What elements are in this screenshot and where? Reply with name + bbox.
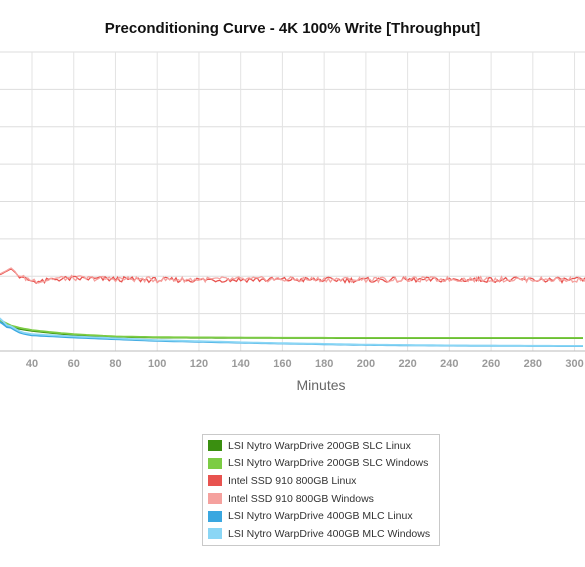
series-line	[0, 267, 585, 284]
legend-label: Intel SSD 910 800GB Linux	[228, 474, 357, 487]
series-line	[0, 319, 583, 339]
x-tick-label: 280	[524, 358, 542, 370]
x-tick-label: 80	[109, 358, 121, 370]
legend-item[interactable]: LSI Nytro WarpDrive 200GB SLC Windows	[206, 455, 439, 473]
series-lines	[0, 267, 585, 348]
series-line	[0, 320, 583, 348]
legend-swatch	[208, 457, 222, 469]
x-tick-label: 300	[565, 358, 583, 370]
series-line	[0, 317, 583, 347]
legend-item[interactable]: Intel SSD 910 800GB Windows	[206, 490, 439, 508]
x-tick-label: 180	[315, 358, 333, 370]
legend-item[interactable]: LSI Nytro WarpDrive 400GB MLC Linux	[206, 507, 439, 525]
legend-item[interactable]: LSI Nytro WarpDrive 400GB MLC Windows	[206, 525, 439, 543]
x-tick-label: 260	[482, 358, 500, 370]
x-tick-label: 100	[148, 358, 166, 370]
x-tick-label: 140	[231, 358, 249, 370]
x-tick-label: 240	[440, 358, 458, 370]
x-tick-label: 160	[273, 358, 291, 370]
legend-label: Intel SSD 910 800GB Windows	[228, 492, 374, 505]
legend-swatch	[208, 528, 222, 540]
x-axis-label: Minutes	[296, 377, 345, 393]
legend-swatch	[208, 440, 222, 452]
legend-item[interactable]: Intel SSD 910 800GB Linux	[206, 472, 439, 490]
legend-label: LSI Nytro WarpDrive 400GB MLC Windows	[228, 527, 431, 540]
x-tick-label: 220	[398, 358, 416, 370]
x-tick-label: 200	[357, 358, 375, 370]
gridlines	[0, 51, 585, 352]
legend-label: LSI Nytro WarpDrive 400GB MLC Linux	[228, 510, 413, 523]
x-tick-labels: 40 60 80 100 120 140 160 180 200 220 240 260 280 300	[26, 358, 584, 370]
legend-label: LSI Nytro WarpDrive 200GB SLC Linux	[228, 439, 411, 452]
legend-item[interactable]: LSI Nytro WarpDrive 200GB SLC Linux	[206, 437, 439, 455]
legend-swatch	[208, 493, 222, 505]
legend-label: LSI Nytro WarpDrive 200GB SLC Windows	[228, 457, 429, 470]
x-tick-label: 40	[26, 358, 38, 370]
x-tick-label: 120	[190, 358, 208, 370]
legend-swatch	[208, 475, 222, 487]
x-tick-label: 60	[68, 358, 80, 370]
legend: LSI Nytro WarpDrive 200GB SLC Linux LSI N…	[202, 434, 440, 546]
legend-swatch	[208, 510, 222, 522]
chart-title: Preconditioning Curve - 4K 100% Write [T…	[104, 20, 481, 37]
